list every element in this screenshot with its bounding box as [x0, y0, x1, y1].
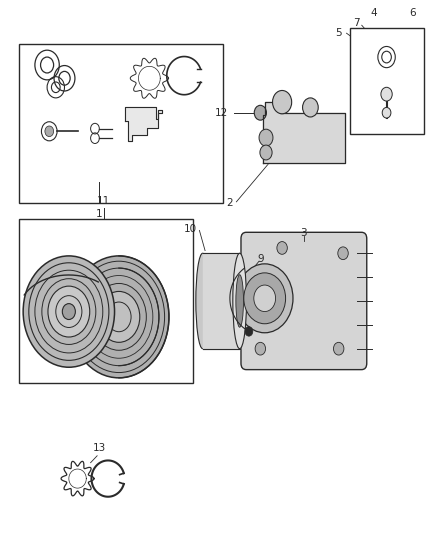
- Polygon shape: [203, 253, 240, 349]
- Text: 8: 8: [416, 31, 423, 41]
- Text: 9: 9: [257, 254, 264, 263]
- Circle shape: [260, 145, 272, 160]
- Bar: [19, 219, 193, 383]
- Ellipse shape: [233, 253, 247, 349]
- Text: 1: 1: [96, 209, 102, 219]
- Text: 3: 3: [300, 228, 307, 238]
- Circle shape: [244, 273, 286, 324]
- Bar: [350, 28, 424, 134]
- Text: 5: 5: [336, 28, 342, 38]
- Text: 12: 12: [215, 108, 228, 118]
- Text: 6: 6: [410, 8, 416, 18]
- Circle shape: [23, 256, 115, 367]
- Circle shape: [254, 106, 266, 120]
- Polygon shape: [125, 108, 162, 141]
- Circle shape: [277, 241, 287, 254]
- Polygon shape: [262, 102, 345, 163]
- Text: 13: 13: [93, 443, 106, 453]
- Circle shape: [237, 264, 293, 333]
- Circle shape: [272, 91, 292, 114]
- Circle shape: [69, 256, 169, 378]
- Circle shape: [338, 247, 348, 260]
- FancyBboxPatch shape: [241, 232, 367, 369]
- Circle shape: [62, 304, 75, 319]
- Circle shape: [255, 342, 265, 355]
- Ellipse shape: [196, 253, 209, 349]
- Circle shape: [303, 98, 318, 117]
- Text: 7: 7: [353, 18, 360, 28]
- Circle shape: [98, 292, 140, 342]
- Text: 10: 10: [184, 224, 197, 235]
- Text: 11: 11: [97, 196, 110, 206]
- Circle shape: [259, 129, 273, 146]
- Circle shape: [381, 87, 392, 101]
- Text: 4: 4: [370, 8, 377, 18]
- Circle shape: [48, 286, 90, 337]
- Bar: [19, 44, 223, 203]
- Circle shape: [245, 327, 253, 336]
- Ellipse shape: [236, 274, 244, 327]
- Circle shape: [254, 285, 276, 312]
- Circle shape: [333, 342, 344, 355]
- Circle shape: [382, 108, 391, 118]
- Circle shape: [45, 126, 53, 136]
- Text: 2: 2: [226, 198, 233, 208]
